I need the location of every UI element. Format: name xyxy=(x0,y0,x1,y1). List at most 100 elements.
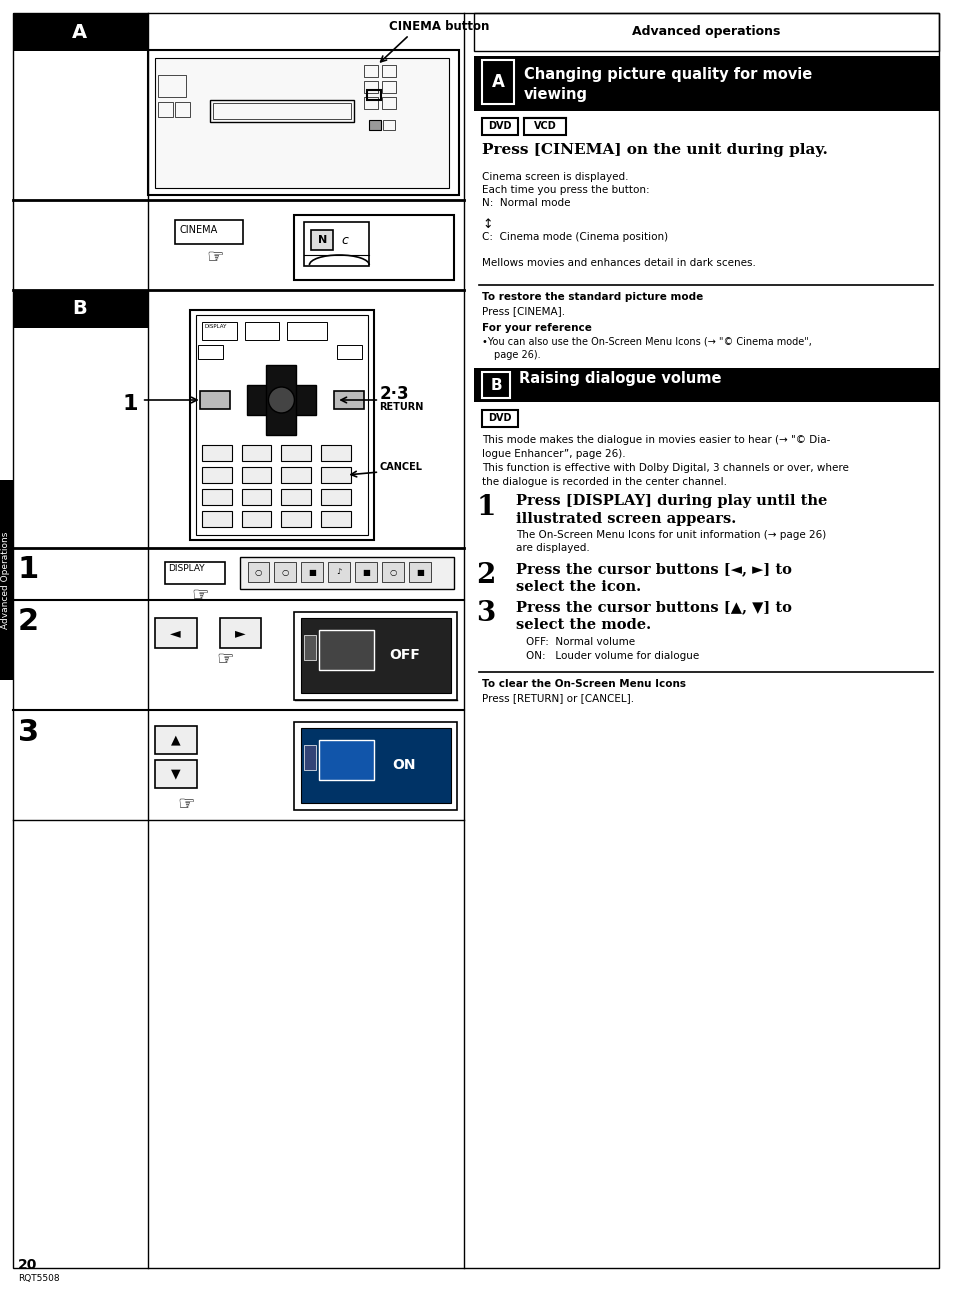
Text: Press [CINEMA] on the unit during play.: Press [CINEMA] on the unit during play. xyxy=(481,143,827,157)
Text: For your reference: For your reference xyxy=(481,324,591,333)
Text: Press [RETURN] or [CANCEL].: Press [RETURN] or [CANCEL]. xyxy=(481,693,634,703)
Text: Press [CINEMA].: Press [CINEMA]. xyxy=(481,305,564,316)
Bar xyxy=(154,761,196,788)
Text: are displayed.: are displayed. xyxy=(516,543,589,553)
Text: ON:   Louder volume for dialogue: ON: Louder volume for dialogue xyxy=(525,651,699,661)
Text: select the icon.: select the icon. xyxy=(516,580,640,594)
Bar xyxy=(481,119,517,135)
Bar xyxy=(13,290,148,327)
Bar xyxy=(369,120,381,130)
Bar xyxy=(364,97,378,110)
Bar xyxy=(337,345,362,360)
Text: To clear the On-Screen Menu Icons: To clear the On-Screen Menu Icons xyxy=(481,679,685,690)
Text: 3: 3 xyxy=(476,599,495,626)
Bar xyxy=(213,103,351,119)
Bar xyxy=(319,630,374,670)
Bar xyxy=(241,489,272,505)
Bar xyxy=(281,445,311,461)
Text: ♪: ♪ xyxy=(336,567,342,576)
Bar xyxy=(294,612,456,700)
Text: ▼: ▼ xyxy=(171,767,180,781)
Text: ○: ○ xyxy=(281,567,289,576)
Text: The On-Screen Menu Icons for unit information (→ page 26): The On-Screen Menu Icons for unit inform… xyxy=(516,530,825,540)
Bar xyxy=(174,220,242,244)
Text: Advanced operations: Advanced operations xyxy=(632,26,780,39)
Text: DISPLAY: DISPLAY xyxy=(168,565,204,574)
Bar xyxy=(301,617,451,693)
Text: B: B xyxy=(72,299,87,318)
Bar xyxy=(321,467,351,483)
Text: RQT5508: RQT5508 xyxy=(18,1274,59,1283)
Text: ■: ■ xyxy=(362,567,370,576)
Text: A: A xyxy=(491,73,504,92)
Bar xyxy=(201,467,232,483)
Bar xyxy=(287,322,327,340)
Text: ON: ON xyxy=(392,758,416,772)
Text: illustrated screen appears.: illustrated screen appears. xyxy=(516,512,736,526)
Bar xyxy=(274,562,296,583)
Text: To restore the standard picture mode: To restore the standard picture mode xyxy=(481,293,702,302)
Text: 1: 1 xyxy=(122,394,137,414)
Text: ☞: ☞ xyxy=(206,247,223,267)
Text: Advanced Operations: Advanced Operations xyxy=(2,531,10,629)
Text: ↕: ↕ xyxy=(481,218,492,231)
Bar xyxy=(304,745,316,770)
Circle shape xyxy=(268,387,294,412)
Bar xyxy=(13,13,148,52)
Bar xyxy=(474,367,938,402)
Text: OFF: OFF xyxy=(389,648,419,663)
Text: N: N xyxy=(317,235,327,245)
Text: 3: 3 xyxy=(18,718,39,748)
Text: RETURN: RETURN xyxy=(379,402,423,412)
Bar xyxy=(367,90,381,101)
Bar xyxy=(301,728,451,803)
Bar xyxy=(281,510,311,527)
Text: Press the cursor buttons [▲, ▼] to: Press the cursor buttons [▲, ▼] to xyxy=(516,599,791,614)
Bar xyxy=(266,365,296,434)
Text: B: B xyxy=(490,378,501,392)
Bar xyxy=(481,373,510,398)
Bar xyxy=(382,81,395,93)
Bar xyxy=(0,480,13,681)
Text: ■: ■ xyxy=(416,567,424,576)
Text: Press [DISPLAY] during play until the: Press [DISPLAY] during play until the xyxy=(516,494,826,508)
Text: logue Enhancer”, page 26).: logue Enhancer”, page 26). xyxy=(481,449,625,459)
Text: ◄ ►: ◄ ► xyxy=(274,396,289,405)
Bar xyxy=(364,64,378,77)
Text: ◄: ◄ xyxy=(171,626,181,641)
Bar xyxy=(474,13,938,52)
Text: This function is effective with Dolby Digital, 3 channels or over, where: This function is effective with Dolby Di… xyxy=(481,463,848,473)
Text: C:  Cinema mode (Cinema position): C: Cinema mode (Cinema position) xyxy=(481,232,667,242)
Bar xyxy=(364,81,378,93)
Text: 1: 1 xyxy=(18,556,39,584)
Text: ►: ► xyxy=(235,626,246,641)
Bar xyxy=(174,102,190,117)
Bar xyxy=(195,315,368,535)
Bar xyxy=(294,722,456,809)
Text: 2·3: 2·3 xyxy=(379,385,409,403)
Bar xyxy=(239,557,454,589)
Text: Mellows movies and enhances detail in dark scenes.: Mellows movies and enhances detail in da… xyxy=(481,258,755,268)
Bar xyxy=(355,562,376,583)
Text: Each time you press the button:: Each time you press the button: xyxy=(481,186,649,195)
Text: 2: 2 xyxy=(18,607,39,635)
Bar xyxy=(165,562,224,584)
Text: ▲: ▲ xyxy=(171,733,180,746)
Text: This mode makes the dialogue in movies easier to hear (→ "© Dia-: This mode makes the dialogue in movies e… xyxy=(481,434,829,445)
Bar xyxy=(199,391,230,409)
Bar xyxy=(383,120,395,130)
Bar xyxy=(154,617,196,648)
Bar xyxy=(328,562,350,583)
Text: ○: ○ xyxy=(254,567,262,576)
Text: 1: 1 xyxy=(476,494,495,521)
Text: Cinema screen is displayed.: Cinema screen is displayed. xyxy=(481,171,628,182)
Bar xyxy=(321,510,351,527)
Text: VCD: VCD xyxy=(533,121,556,131)
Bar xyxy=(281,467,311,483)
Text: N:  Normal mode: N: Normal mode xyxy=(481,199,570,208)
Bar xyxy=(304,635,316,660)
Bar xyxy=(157,102,172,117)
Bar xyxy=(382,97,395,110)
Text: ☞: ☞ xyxy=(215,650,233,669)
Bar xyxy=(409,562,431,583)
